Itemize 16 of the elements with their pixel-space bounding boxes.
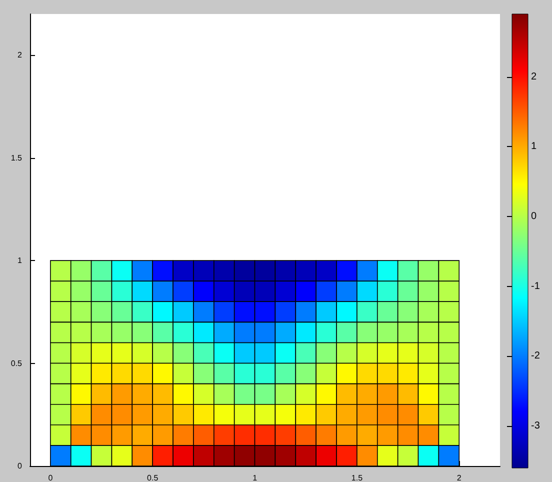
- y-tick-label: 0.5: [10, 358, 23, 368]
- y-tick-label: 2: [18, 50, 23, 60]
- color-bar-label: 0: [531, 211, 537, 222]
- x-tick-label: 1: [252, 474, 258, 482]
- y-tick-label: 1.5: [10, 153, 23, 162]
- x-tick-label: 0.5: [147, 474, 159, 482]
- x-tick-label: 1.5: [351, 474, 364, 482]
- x-tick-label: 2: [456, 474, 462, 482]
- color-bar-label: -2: [531, 350, 540, 362]
- y-tick-label: 1: [18, 256, 23, 266]
- color-bar-label: 1: [531, 141, 537, 152]
- color-bar-label: -3: [531, 420, 540, 432]
- color-bar-label: -1: [531, 280, 540, 292]
- x-tick-label: 0: [48, 474, 54, 482]
- color-bar-label: 2: [531, 71, 537, 82]
- y-tick-label: 0: [18, 462, 23, 470]
